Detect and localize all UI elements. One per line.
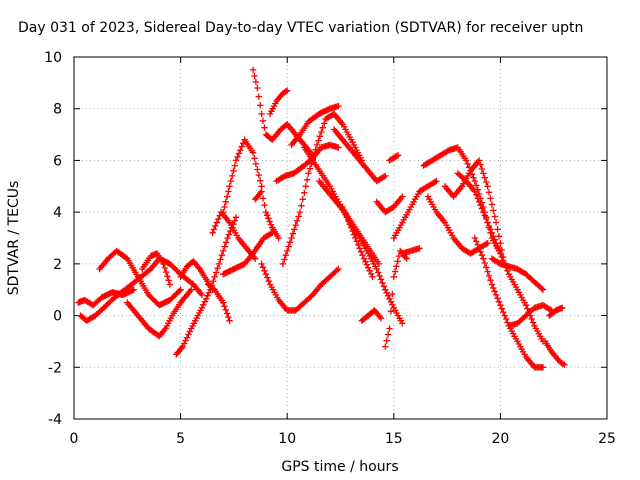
series-trace-14 [258,260,342,314]
series-trace-30 [424,193,491,257]
plus-markers [173,214,240,358]
plus-markers [205,281,233,324]
plot-frame [73,56,608,420]
plus-markers [542,338,568,368]
x-tick-label: 10 [278,431,296,447]
plus-markers [339,203,406,327]
series-trace-08 [205,281,233,324]
chart-title: Day 031 of 2023, Sidereal Day-to-day VTE… [18,20,583,36]
grid-lines [74,57,607,419]
y-tick-label: 10 [44,50,62,66]
x-tick-label: 20 [491,431,509,447]
series-trace-17 [279,110,365,268]
plus-markers [330,126,389,185]
series-trace-23 [358,307,385,324]
y-tick-label: 8 [53,102,62,118]
plus-markers [420,144,504,257]
y-tick-label: -4 [48,412,62,428]
plus-markers [373,193,406,216]
x-tick-label: 5 [176,431,185,447]
series-trace-15 [266,87,291,118]
x-tick-label: 0 [70,431,79,447]
plus-markers [252,188,282,242]
plus-markers [390,177,440,242]
plus-markers [505,302,555,330]
series-trace-06 [173,214,240,358]
series-trace-24 [373,193,406,216]
plus-markers [279,110,365,268]
plus-markers [386,152,402,164]
series-trace-21 [330,126,389,185]
y-tick-label: 6 [53,153,62,169]
series-trace-18 [288,102,342,149]
plus-markers [96,247,184,309]
y-tick-label: -2 [48,360,62,376]
plus-markers [258,260,342,314]
series-trace-13 [252,188,282,242]
series-trace-05 [139,250,174,288]
series-trace-33 [471,234,547,371]
series-trace-12 [249,66,316,159]
plus-markers [546,304,566,319]
axes [73,56,608,420]
plus-markers [454,170,547,345]
y-tick-label: 2 [53,257,62,273]
series-trace-29 [420,144,504,257]
series-trace-03 [96,247,184,309]
series-trace-10 [220,136,265,216]
plus-markers [382,247,410,350]
series-trace-34 [488,255,547,293]
series-trace-04 [124,286,195,340]
data-points [75,66,568,371]
x-tick-label: 15 [385,431,403,447]
plus-markers [220,136,265,216]
y-tick-label: 4 [53,205,62,221]
series-trace-27 [390,177,440,242]
series-trace-25 [382,247,410,350]
series-trace-26 [386,152,402,164]
plus-markers [358,307,385,324]
plus-markers [488,255,547,293]
series-trace-28 [399,245,423,257]
plus-markers [249,66,316,159]
y-axis-label: SDTVAR / TECUs [6,181,22,296]
series-trace-36 [542,338,568,368]
plus-markers [139,250,174,288]
x-tick-label: 25 [598,431,616,447]
x-axis-label: GPS time / hours [281,459,398,475]
tick-labels: 0 5 10 15 20 25 -4 -2 0 2 4 6 8 10 [44,50,616,447]
plus-markers [424,193,491,257]
plus-markers [220,229,276,278]
plus-markers [124,286,195,340]
y-tick-label: 0 [53,309,62,325]
plus-markers [399,245,423,257]
series-trace-32 [454,170,547,345]
series-trace-37 [546,304,566,319]
plus-markers [471,234,547,371]
series-trace-22 [339,203,406,327]
series-trace-35 [505,302,555,330]
plus-markers [288,102,342,149]
series-trace-11 [220,229,276,278]
plus-markers [266,87,291,118]
